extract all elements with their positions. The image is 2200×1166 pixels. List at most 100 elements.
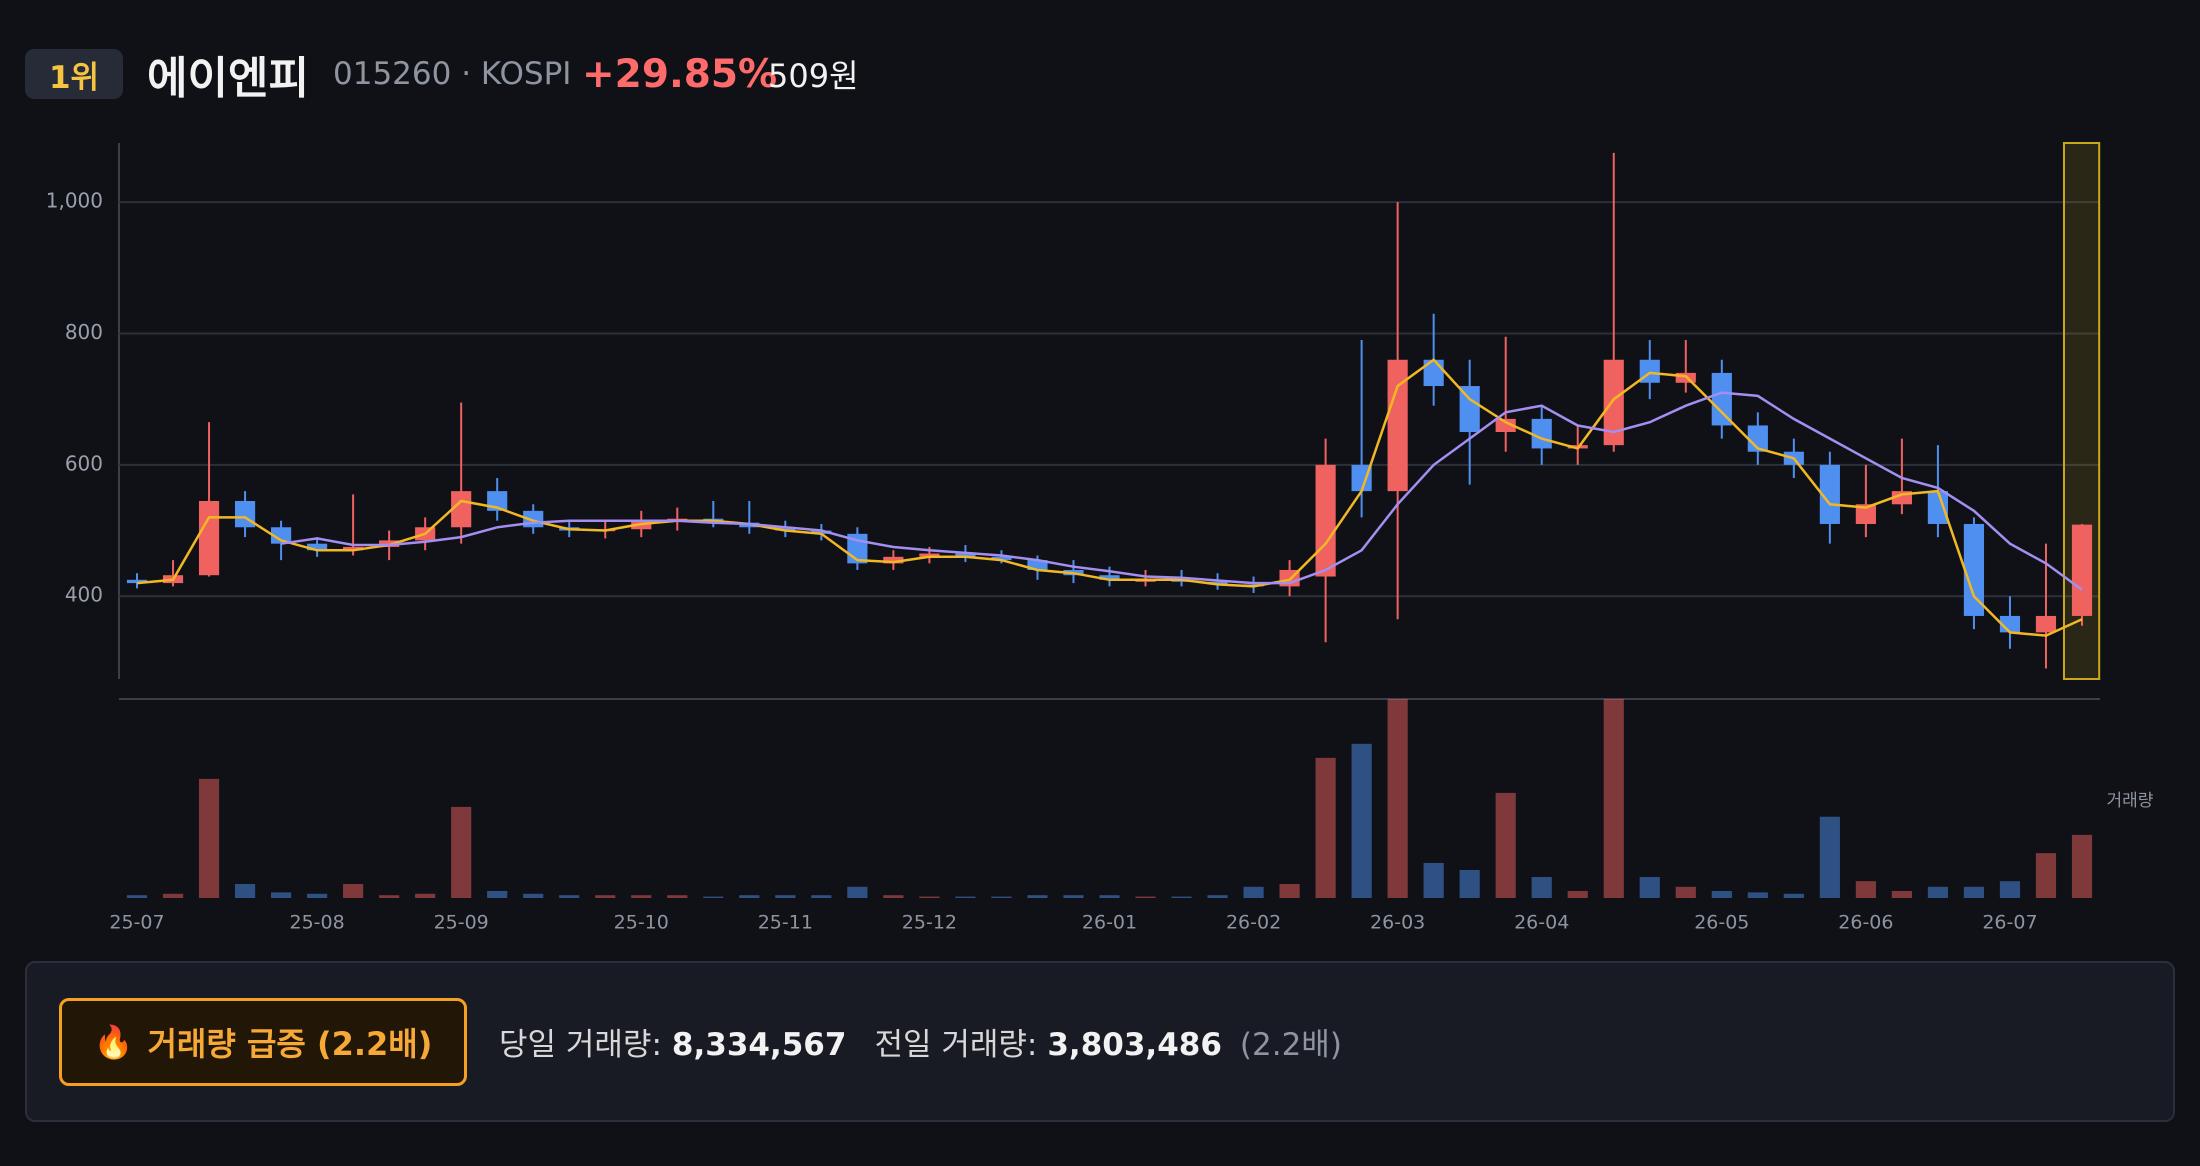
candle-body [1855,504,1876,524]
ratio: (2.2배) [1239,1027,1342,1063]
volume-bar [1315,757,1336,898]
volume-bar [955,896,976,898]
today-value: 8,334,567 [671,1027,847,1063]
volume-bar [1387,699,1408,898]
volume-bar [307,893,328,898]
candle-body [1963,523,1985,616]
volume-bar [1747,892,1768,898]
prev-value: 3,803,486 [1047,1027,1222,1063]
prev-label: 전일 거래량: [874,1027,1038,1063]
volume-bar [1279,883,1300,898]
x-tick-label: 25-10 [614,912,669,934]
candle-body [2071,524,2093,616]
volume-bar [1711,890,1732,898]
x-tick-label: 26-06 [1838,912,1893,934]
volume-bar [739,895,760,898]
stock-code: 015260 · KOSPI [333,56,572,92]
candle-body [1027,560,1048,570]
x-tick-label: 26-01 [1082,912,1137,934]
candle-body [2035,615,2057,633]
candle-body [1603,359,1624,446]
volume-bar [1207,895,1228,898]
candle-body [919,553,940,557]
volume-bar [559,895,580,898]
volume-bar [1639,876,1660,898]
volume-bar [883,895,904,898]
volume-bar [1495,792,1516,898]
candle-body [1711,372,1732,426]
volume-bar [1423,862,1444,898]
volume-bar [1063,895,1084,898]
volume-bar [1927,886,1949,898]
candle-body [991,556,1012,561]
x-tick-label: 26-04 [1514,912,1569,934]
volume-bar [991,896,1012,898]
volume-bar [1999,881,2021,898]
volume-bar [1783,893,1804,898]
alert-panel: 🔥 거래량 급증 (2.2배) 당일 거래량: 8,334,567 전일 거래량… [25,961,2175,1122]
volume-bar [126,895,148,898]
volume-bar [487,890,508,898]
candle-body [1459,386,1480,433]
volume-bar [1963,886,1985,898]
volume-bar [1099,895,1120,898]
candle-body [451,491,472,528]
x-tick-label: 26-05 [1694,912,1749,934]
x-tick-label: 26-07 [1982,912,2037,934]
volume-bar [270,892,292,898]
today-label: 당일 거래량: [499,1027,662,1063]
rank-badge: 1위 [25,49,123,99]
chart: 400 600 800 1,000 25-07 25-08 25-09 25-10 25-11 2… [46,142,2154,934]
candle-body [1387,359,1408,492]
badge-text: 거래량 급증 (2.2배) [147,1024,433,1063]
price-change: +29.85% [582,51,778,97]
y-tick-label: 800 [65,320,103,344]
x-tick-label: 25-09 [434,912,489,934]
volume-bar [1351,743,1372,898]
volume-bar [343,883,364,898]
candle-body [343,546,364,551]
candle-body [1099,575,1120,580]
candle-body [1819,464,1840,524]
volume-bar [631,895,652,898]
x-tick-label: 26-03 [1370,912,1425,934]
x-tick-label: 25-07 [109,912,164,934]
volume-bar [1135,896,1156,898]
candle-body [198,500,220,576]
candle-body [1351,464,1372,492]
x-tick-label: 25-11 [758,912,813,934]
volume-bar [162,893,184,898]
volume-bar [2071,834,2093,898]
volume-bar [1675,886,1696,898]
volume-bar [847,886,868,898]
candle-body [1531,418,1552,449]
moving-average [280,391,2083,591]
candle-body [270,527,292,544]
volume-bar [2035,853,2057,898]
volume-bar [595,895,616,898]
price: 509원 [768,57,859,95]
moving-average [136,358,2083,637]
y-tick-label: 400 [65,583,103,607]
volume-bar [234,883,256,898]
candle-body [1927,491,1949,524]
volume-bar [1891,890,1912,898]
volume-bar [1531,876,1552,898]
alert-badge[interactable]: 🔥 거래량 급증 (2.2배) [59,997,467,1086]
volume-bar [1819,816,1840,898]
fire-icon: 🔥 [93,1022,134,1061]
volume-bar [1171,896,1192,898]
y-tick-label: 600 [65,451,103,475]
volume-bar [415,893,436,898]
y-tick-label: 1,000 [46,189,103,213]
volume-label: 거래량 [2107,791,2154,811]
candle-body [1315,464,1336,577]
x-tick-label: 25-08 [289,912,344,934]
volume-bar [1567,890,1588,898]
volume-bar [523,893,544,898]
volume-bar [667,895,688,898]
candle-body [1207,581,1228,585]
volume-bar [1027,895,1048,898]
candle-body [126,579,148,584]
candle-body [775,527,796,531]
